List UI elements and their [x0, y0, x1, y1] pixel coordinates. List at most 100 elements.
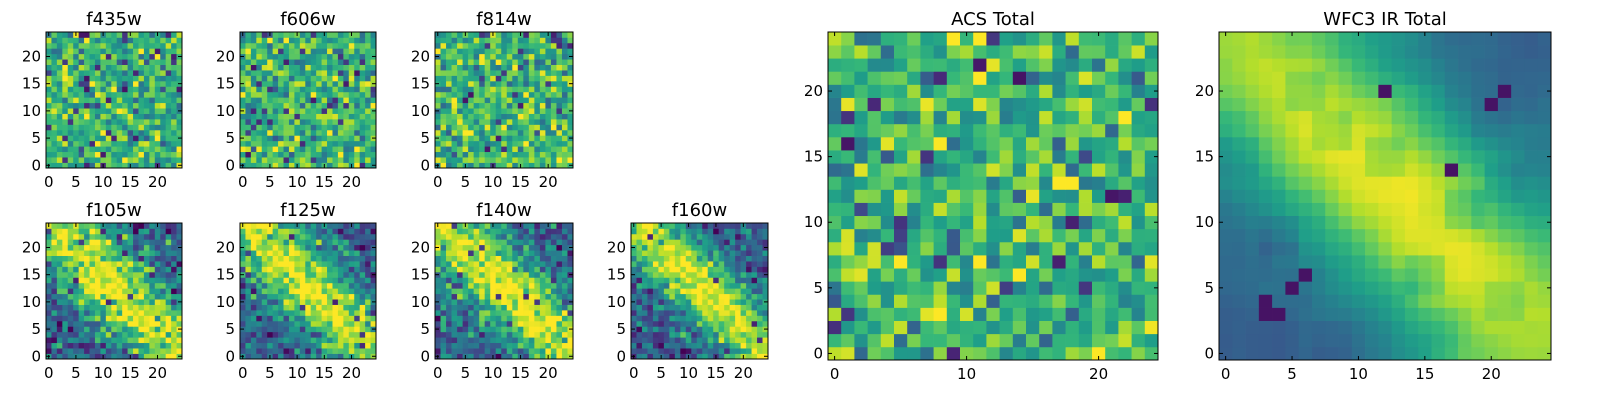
heatmap-cell [245, 310, 252, 316]
heatmap-cell [534, 42, 541, 49]
heatmap-cell [305, 70, 312, 76]
heatmap-cell [133, 293, 139, 300]
heatmap-cell [506, 337, 513, 344]
heatmap-cell [528, 146, 535, 153]
heatmap-cell [867, 333, 882, 348]
heatmap-cell [261, 223, 268, 229]
heatmap-cell [89, 255, 96, 262]
heatmap-cell [94, 37, 101, 44]
heatmap-cell [718, 315, 725, 322]
heatmap-cell [272, 255, 279, 262]
heatmap-cell [343, 37, 350, 44]
heatmap-cell [451, 299, 458, 305]
heatmap-cell [261, 97, 268, 104]
heatmap-cell [294, 113, 301, 120]
heatmap-cell [288, 59, 295, 65]
heatmap-cell [685, 293, 692, 300]
heatmap-cell [451, 331, 458, 338]
heatmap-cell [495, 37, 502, 44]
heatmap-cell [160, 250, 167, 256]
heatmap-cell [1078, 163, 1093, 177]
heatmap-cell [78, 42, 85, 49]
heatmap-cell [702, 288, 709, 295]
heatmap-cell [658, 282, 665, 289]
heatmap-cell [305, 277, 312, 284]
heatmap-cell [707, 255, 714, 262]
heatmap-cell [365, 86, 371, 93]
heatmap-cell [111, 277, 118, 284]
heatmap-cell [451, 326, 458, 333]
heatmap-cell [1039, 163, 1053, 177]
heatmap-cell [663, 353, 670, 360]
heatmap-cell [149, 250, 156, 256]
heatmap-cell [283, 337, 290, 344]
heatmap-cell [78, 151, 85, 158]
heatmap-cell [757, 266, 763, 273]
heatmap-cell [89, 91, 96, 98]
heatmap-cell [122, 342, 128, 349]
heatmap-cell [256, 129, 263, 136]
heatmap-cell [451, 129, 458, 136]
heatmap-cell [446, 277, 452, 284]
heatmap-cell [550, 157, 557, 163]
heatmap-cell [512, 288, 519, 295]
heatmap-cell [696, 277, 703, 284]
heatmap-cell [1105, 228, 1119, 243]
heatmap-cell [468, 37, 474, 44]
heatmap-cell [165, 86, 172, 93]
heatmap-cell [495, 223, 502, 229]
heatmap-cell [561, 331, 568, 338]
heatmap-cell [762, 282, 769, 289]
heatmap-cell [946, 333, 961, 348]
heatmap-cell [1092, 202, 1106, 217]
heatmap-cell [321, 282, 328, 289]
heatmap-cell [658, 310, 665, 316]
heatmap-cell [457, 250, 463, 256]
heatmap-cell [321, 293, 328, 300]
heatmap-cell [495, 42, 502, 49]
heatmap-cell [702, 223, 709, 229]
heatmap-cell [138, 146, 145, 153]
heatmap-cell [484, 113, 491, 120]
heatmap-cell [534, 135, 541, 142]
heatmap-cell [105, 304, 112, 311]
heatmap-cell [46, 37, 52, 44]
heatmap-cell [138, 97, 145, 104]
heatmap-cell [56, 293, 63, 300]
heatmap-cell [718, 353, 725, 360]
heatmap-cell [561, 326, 568, 333]
heatmap-cell [299, 80, 306, 87]
heatmap-cell [305, 146, 312, 153]
heatmap-cell [534, 37, 541, 44]
y-tick-label: 5 [420, 129, 430, 147]
heatmap-cell [272, 277, 279, 284]
heatmap-cell [359, 32, 366, 38]
heatmap-cell [272, 59, 279, 65]
heatmap-cell [116, 32, 123, 38]
heatmap-cell [354, 42, 361, 49]
heatmap-cell [506, 266, 513, 273]
heatmap-cell [332, 293, 339, 300]
heatmap-cell [348, 102, 355, 109]
heatmap-cell [250, 135, 257, 142]
heatmap-cell [272, 282, 279, 289]
heatmap-cell [100, 244, 107, 251]
heatmap-cell [138, 315, 145, 322]
heatmap-cell [451, 157, 458, 163]
heatmap-cell [973, 228, 987, 243]
heatmap-cell [451, 42, 458, 49]
heatmap-cell [506, 140, 513, 147]
heatmap-cell [457, 129, 463, 136]
heatmap-cell [94, 32, 101, 38]
heatmap-cell [94, 255, 101, 262]
heatmap-cell [51, 233, 58, 240]
heatmap-cell [332, 53, 339, 60]
heatmap-cell [278, 310, 284, 316]
heatmap-cell [176, 261, 183, 267]
heatmap-cell [652, 239, 659, 246]
heatmap-cell [440, 250, 447, 256]
heatmap-cell [272, 261, 279, 267]
heatmap-cell [122, 239, 128, 246]
heatmap-cell [457, 151, 463, 158]
heatmap-cell [256, 140, 263, 147]
